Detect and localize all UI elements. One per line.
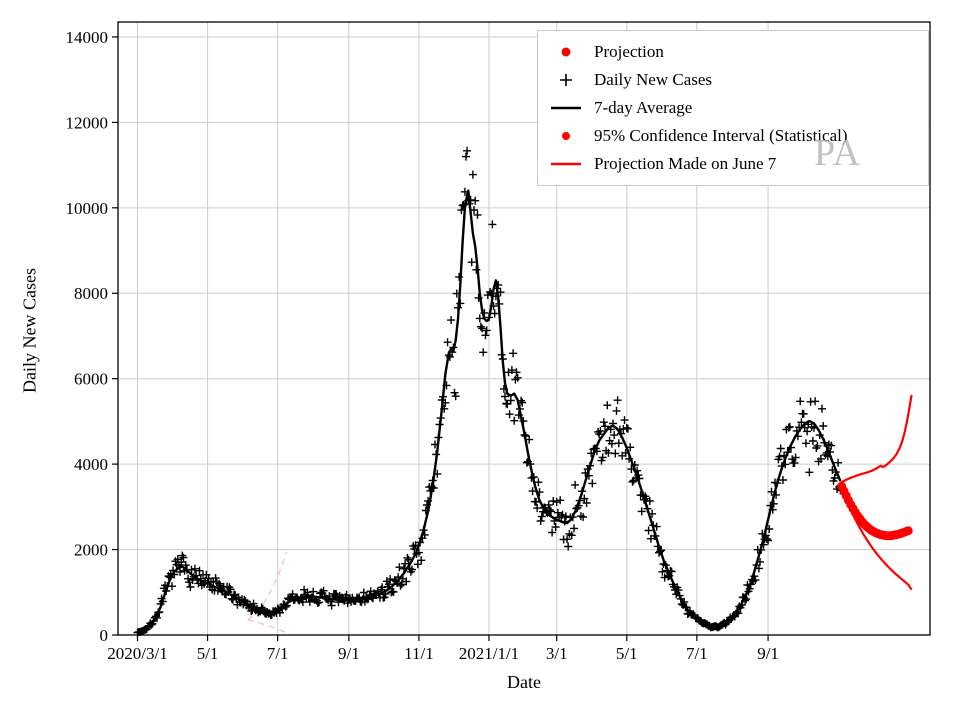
legend: Projection Daily New Cases 7-day Average…	[537, 30, 929, 186]
x-tick-label: 9/1	[757, 644, 779, 663]
legend-item-projection: Projection	[538, 38, 920, 66]
legend-item-label: 95% Confidence Interval (Statistical)	[594, 126, 848, 145]
legend-item-7day-average: 7-day Average	[538, 94, 920, 122]
plus-marker-icon	[538, 72, 594, 88]
y-tick-label: 2000	[74, 541, 108, 560]
x-tick-label: 3/1	[546, 644, 568, 663]
legend-item-projection-june7: Projection Made on June 7	[538, 150, 920, 178]
x-axis-label: Date	[507, 672, 541, 692]
seven-day-average-line	[137, 189, 842, 634]
y-tick-label: 4000	[74, 455, 108, 474]
legend-item-confidence-interval: 95% Confidence Interval (Statistical)	[538, 122, 920, 150]
legend-item-label: Projection Made on June 7	[594, 154, 777, 173]
y-tick-label: 10000	[66, 199, 109, 218]
red-dot-icon	[538, 44, 594, 60]
black-line-icon	[538, 100, 594, 116]
red-dot-icon	[538, 128, 594, 144]
legend-item-daily-new-cases: Daily New Cases	[538, 66, 920, 94]
x-tick-label: 5/1	[616, 644, 638, 663]
legend-item-label: Projection	[594, 42, 664, 61]
ci-upper-line	[839, 394, 913, 484]
x-tick-label: 9/1	[338, 644, 360, 663]
x-tick-label: 7/1	[267, 644, 289, 663]
legend-item-label: Daily New Cases	[594, 70, 713, 89]
y-axis-label: Daily New Cases	[19, 268, 40, 393]
y-tick-label: 8000	[74, 284, 108, 303]
x-tick-label: 7/1	[686, 644, 708, 663]
y-tick-label: 0	[100, 626, 109, 645]
y-tick-label: 6000	[74, 370, 108, 389]
plot-border	[117, 21, 931, 636]
x-tick-label: 2021/1/1	[459, 644, 519, 663]
projection-dot	[903, 526, 913, 536]
x-tick-label: 2020/3/1	[107, 644, 167, 663]
y-tick-label: 12000	[66, 113, 109, 132]
y-tick-label: 14000	[66, 28, 109, 47]
x-tick-label: 11/1	[404, 644, 434, 663]
june7-projection-dashed-line	[247, 618, 288, 634]
x-tick-label: 5/1	[197, 644, 219, 663]
red-line-icon	[538, 156, 594, 172]
legend-item-label: 7-day Average	[594, 98, 693, 117]
